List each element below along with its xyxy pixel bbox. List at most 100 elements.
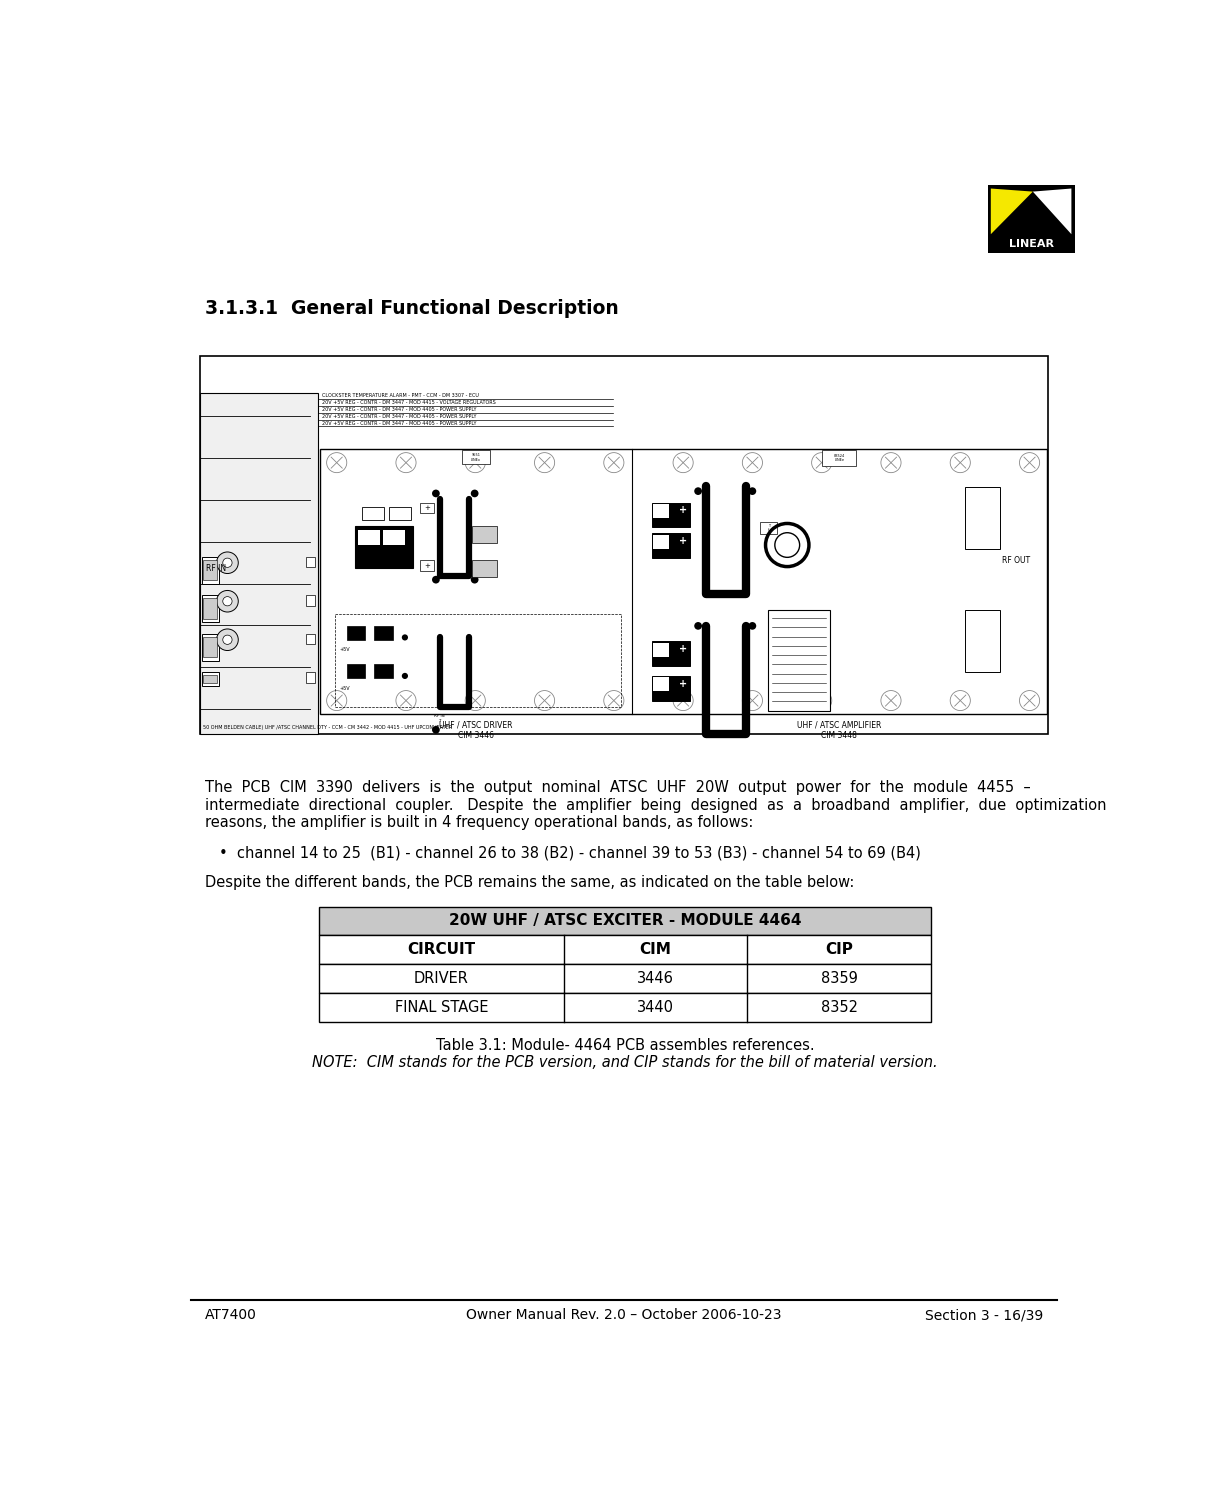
Text: CIRCUIT: CIRCUIT xyxy=(407,941,475,956)
Text: DRIVER: DRIVER xyxy=(414,971,469,986)
Text: CIM: CIM xyxy=(639,941,671,956)
Bar xyxy=(473,560,497,577)
Text: 20V +5V REG - CONTR - DM 3447 - MOD 4405 - POWER SUPPLY: 20V +5V REG - CONTR - DM 3447 - MOD 4405… xyxy=(322,406,476,412)
Text: 20W UHF / ATSC EXCITER - MODULE 4464: 20W UHF / ATSC EXCITER - MODULE 4464 xyxy=(448,913,801,928)
Bar xyxy=(202,672,219,686)
Text: 9551
LINEx: 9551 LINEx xyxy=(471,453,481,462)
Bar xyxy=(319,448,1046,714)
Bar xyxy=(965,487,1000,548)
Text: FINAL STAGE: FINAL STAGE xyxy=(395,1001,488,1016)
Circle shape xyxy=(694,622,702,630)
Text: CLOCKSTER TEMPERATURE ALARM - PMT - CCM - DM 3307 - ECU: CLOCKSTER TEMPERATURE ALARM - PMT - CCM … xyxy=(322,393,479,397)
Circle shape xyxy=(223,559,233,568)
Text: NOTE:  CIM stands for the PCB version, and CIP stands for the bill of material v: NOTE: CIM stands for the PCB version, an… xyxy=(312,1055,938,1070)
Bar xyxy=(319,907,931,935)
Bar xyxy=(652,533,691,559)
Bar xyxy=(200,357,1049,734)
Text: LINEAR: LINEAR xyxy=(1009,239,1054,248)
Text: Despite the different bands, the PCB remains the same, as indicated on the table: Despite the different bands, the PCB rem… xyxy=(205,875,854,890)
Bar xyxy=(358,530,380,545)
Text: The  PCB  CIM  3390  delivers  is  the  output  nominal  ATSC  UHF  20W  output : The PCB CIM 3390 delivers is the output … xyxy=(205,780,1030,795)
Text: Section 3 - 16/39: Section 3 - 16/39 xyxy=(926,1309,1044,1322)
Bar xyxy=(202,557,219,584)
Text: +: + xyxy=(424,563,430,569)
Text: +: + xyxy=(678,536,687,547)
Bar xyxy=(390,506,412,520)
Text: 50 OHM BELDEN CABLE) UHF /ATSC CHANNEL DTY - CCM - CM 3442 - MOD 4415 - UHF UPCO: 50 OHM BELDEN CABLE) UHF /ATSC CHANNEL D… xyxy=(203,725,453,731)
Text: RF IN
T: RF IN T xyxy=(435,714,445,723)
Text: Table 3.1: Module- 4464 PCB assembles references.: Table 3.1: Module- 4464 PCB assembles re… xyxy=(436,1038,815,1053)
Circle shape xyxy=(694,487,702,495)
Bar xyxy=(652,641,691,666)
Bar xyxy=(384,530,404,545)
Circle shape xyxy=(749,622,756,630)
Bar xyxy=(653,642,669,657)
Text: 3446: 3446 xyxy=(637,971,674,986)
Text: +: + xyxy=(678,678,687,689)
Bar xyxy=(652,675,691,701)
Text: +5V: +5V xyxy=(339,686,350,690)
Text: CIM 3448: CIM 3448 xyxy=(821,732,857,741)
Bar xyxy=(306,595,315,607)
Text: Owner Manual Rev. 2.0 – October 2006-10-23: Owner Manual Rev. 2.0 – October 2006-10-… xyxy=(466,1309,782,1322)
Text: T
f: T f xyxy=(767,524,770,532)
Circle shape xyxy=(217,551,239,574)
Bar xyxy=(354,526,413,568)
Bar xyxy=(202,633,219,660)
Text: +5V: +5V xyxy=(339,647,350,653)
Text: AT7400: AT7400 xyxy=(205,1309,257,1322)
Bar xyxy=(306,633,315,644)
Bar xyxy=(988,185,1074,252)
Text: +: + xyxy=(678,644,687,654)
Circle shape xyxy=(471,575,479,584)
Text: intermediate  directional  coupler.   Despite  the  amplifier  being  designed  : intermediate directional coupler. Despit… xyxy=(205,798,1106,813)
Text: +: + xyxy=(678,505,687,515)
Polygon shape xyxy=(1022,221,1044,235)
Polygon shape xyxy=(990,188,1033,235)
Bar xyxy=(652,502,691,527)
Text: RF IN: RF IN xyxy=(207,563,227,572)
Bar xyxy=(822,450,856,466)
Bar xyxy=(319,935,931,964)
Text: 8359: 8359 xyxy=(821,971,857,986)
Text: •  channel 14 to 25  (B1) - channel 26 to 38 (B2) - channel 39 to 53 (B3) - chan: • channel 14 to 25 (B1) - channel 26 to … xyxy=(219,846,921,861)
Bar xyxy=(420,560,435,571)
Text: UHF / ATSC AMPLIFIER: UHF / ATSC AMPLIFIER xyxy=(798,720,882,729)
Bar xyxy=(653,503,669,518)
Circle shape xyxy=(223,596,233,607)
Bar xyxy=(306,672,315,683)
Text: 83524
LINEe: 83524 LINEe xyxy=(834,454,845,462)
Bar xyxy=(420,502,435,514)
Text: CIP: CIP xyxy=(826,941,854,956)
Bar xyxy=(653,677,669,692)
Bar xyxy=(347,665,365,678)
Text: reasons, the amplifier is built in 4 frequency operational bands, as follows:: reasons, the amplifier is built in 4 fre… xyxy=(205,816,753,831)
Bar xyxy=(965,611,1000,672)
Bar xyxy=(203,675,217,683)
Bar xyxy=(200,393,318,734)
Bar xyxy=(767,611,829,711)
Text: UHF / ATSC DRIVER: UHF / ATSC DRIVER xyxy=(440,720,513,729)
Text: 20V +5V REG - CONTR - DM 3447 - MOD 4405 - POWER SUPPLY: 20V +5V REG - CONTR - DM 3447 - MOD 4405… xyxy=(322,414,476,418)
Circle shape xyxy=(432,575,440,584)
Text: 8352: 8352 xyxy=(821,1001,857,1016)
Bar xyxy=(203,560,217,581)
Circle shape xyxy=(471,490,479,498)
Circle shape xyxy=(402,635,408,641)
Polygon shape xyxy=(1033,188,1072,235)
Text: 3.1.3.1  General Functional Description: 3.1.3.1 General Functional Description xyxy=(205,299,619,318)
Bar xyxy=(473,526,497,542)
Bar xyxy=(203,636,217,657)
Bar xyxy=(374,665,392,678)
Bar xyxy=(335,614,621,707)
Bar xyxy=(202,595,219,622)
Bar xyxy=(203,598,217,619)
Text: 3440: 3440 xyxy=(637,1001,674,1016)
Text: 20V +5V REG - CONTR - DM 3447 - MOD 4405 - POWER SUPPLY: 20V +5V REG - CONTR - DM 3447 - MOD 4405… xyxy=(322,421,476,426)
Bar xyxy=(760,521,777,535)
Circle shape xyxy=(217,629,239,650)
Circle shape xyxy=(402,672,408,678)
Text: +: + xyxy=(424,505,430,511)
Circle shape xyxy=(432,490,440,498)
Bar xyxy=(462,450,490,465)
